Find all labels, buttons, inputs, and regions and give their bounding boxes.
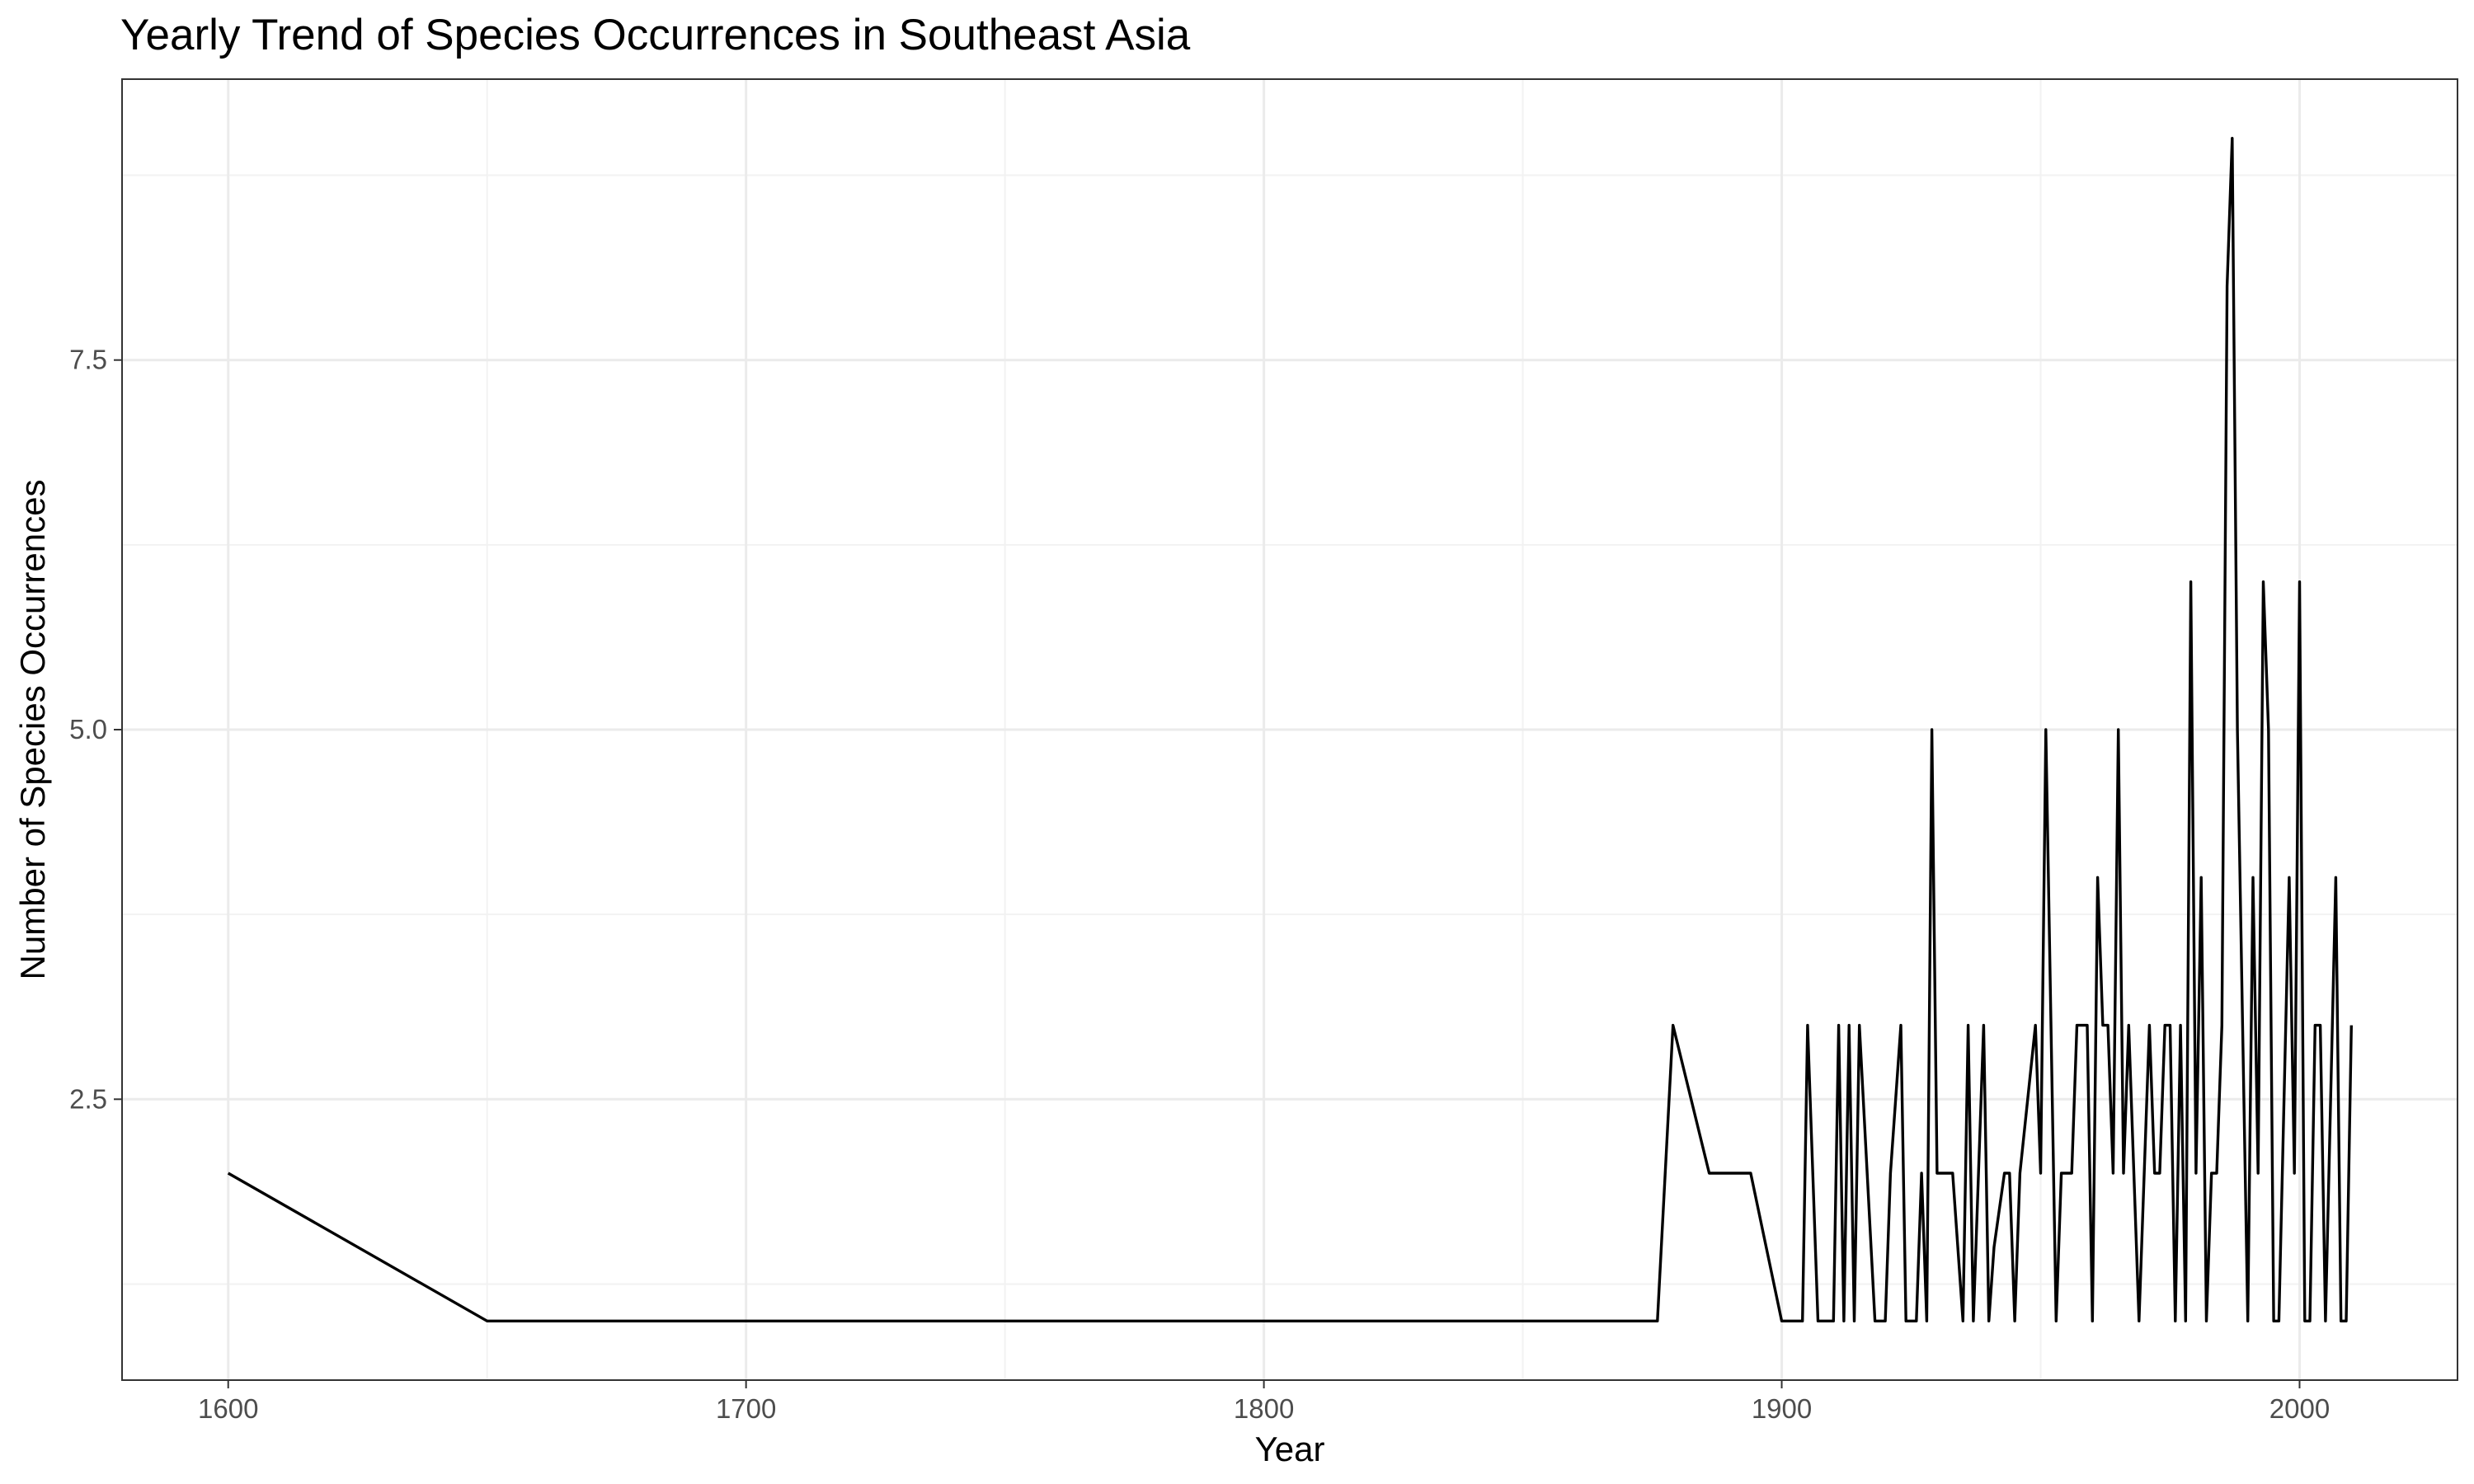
y-tick-label: 7.5: [69, 345, 107, 375]
axes: 1600 1700 1800 1900 2000 2.5 5.0 7.5: [69, 345, 2330, 1424]
y-tick-label: 5.0: [69, 714, 107, 744]
series-line: [227, 136, 2353, 1323]
y-axis-title: Number of Species Occurrences: [13, 480, 52, 980]
y-tick-label: 2.5: [69, 1083, 107, 1114]
x-tick-label: 1800: [1234, 1393, 1294, 1424]
chart-title: Yearly Trend of Species Occurrences in S…: [120, 11, 1191, 59]
x-tick-label: 1600: [198, 1393, 258, 1424]
x-tick-label: 1900: [1752, 1393, 1812, 1424]
x-tick-label: 1700: [716, 1393, 776, 1424]
series-layer: [227, 136, 2353, 1323]
x-tick-label: 2000: [2269, 1393, 2330, 1424]
x-axis-title: Year: [1255, 1430, 1325, 1468]
